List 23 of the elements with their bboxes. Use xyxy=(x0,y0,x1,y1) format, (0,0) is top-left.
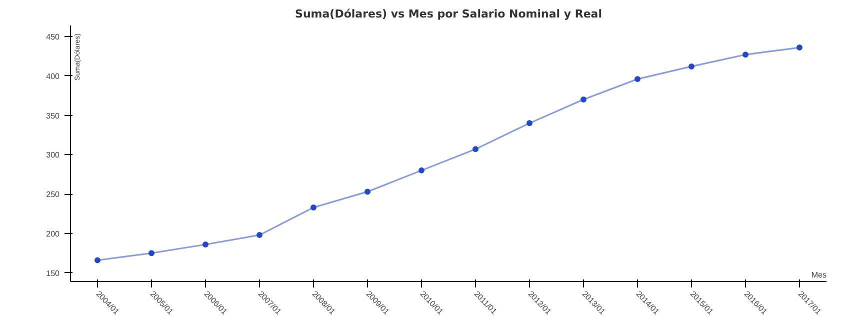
point xyxy=(472,146,478,152)
point xyxy=(202,241,208,248)
x-axis-title: Mes xyxy=(811,270,827,280)
point xyxy=(418,167,424,174)
y-tick-label: 450 xyxy=(46,32,60,42)
point xyxy=(742,52,748,58)
point xyxy=(796,44,802,51)
y-tick-label: 150 xyxy=(46,268,60,278)
y-tick-label: 300 xyxy=(46,150,60,160)
chart-title: Suma(Dólares) vs Mes por Salario Nominal y Real xyxy=(295,8,602,20)
point xyxy=(688,63,694,70)
point xyxy=(580,96,586,103)
point xyxy=(256,232,262,238)
point xyxy=(94,257,100,264)
y-tick-label: 250 xyxy=(46,190,60,200)
y-tick-label: 200 xyxy=(46,229,60,238)
point xyxy=(526,120,532,126)
y-tick-label: 350 xyxy=(46,111,60,120)
point xyxy=(310,204,316,210)
point xyxy=(364,188,370,195)
y-tick-label: 400 xyxy=(46,72,60,81)
point xyxy=(634,76,640,82)
point xyxy=(148,250,154,256)
